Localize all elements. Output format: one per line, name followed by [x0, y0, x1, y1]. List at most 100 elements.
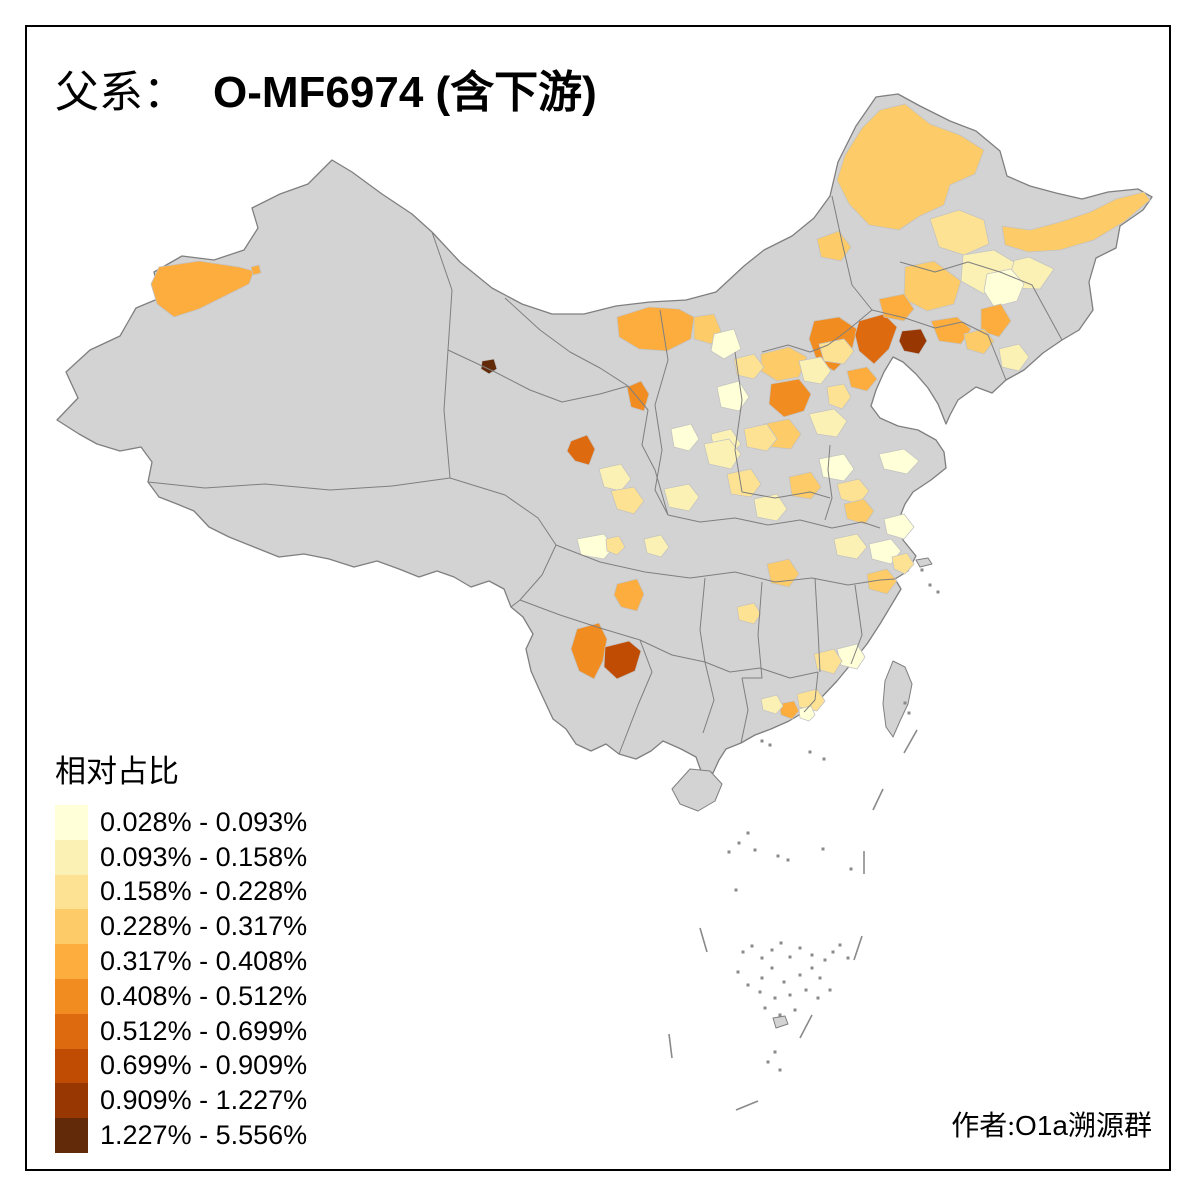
legend-range-label: 0.909% - 1.227%	[100, 1085, 308, 1116]
page-title: 父系： O-MF6974 (含下游)	[55, 56, 597, 120]
island-dot	[822, 757, 826, 761]
map-region-patch-class-4	[836, 103, 985, 231]
island-dot	[734, 888, 738, 892]
island-dot	[778, 1013, 782, 1017]
legend-row: 1.227% - 5.556%	[55, 1118, 307, 1153]
province-border	[814, 577, 821, 673]
map-region-patch-class-8	[603, 640, 642, 680]
province-border	[519, 599, 819, 679]
province-border	[741, 491, 831, 499]
island-dot	[727, 850, 731, 854]
map-region-patch-class-3	[796, 688, 826, 712]
island-dot	[849, 867, 853, 871]
province-border	[850, 584, 863, 665]
island-dot	[786, 858, 790, 862]
island-dot	[804, 988, 808, 992]
island-dot	[810, 953, 814, 957]
island-dot	[928, 583, 932, 587]
island-dot	[750, 944, 754, 948]
china-mainland	[56, 93, 1153, 774]
island-dash-line	[699, 927, 708, 953]
map-region-patch-class-1	[983, 268, 1025, 308]
province-border	[504, 297, 629, 387]
map-region-patch-class-4	[963, 328, 995, 355]
island-dash-line	[668, 1033, 673, 1059]
island-dot	[810, 966, 814, 970]
legend-range-label: 0.158% - 0.228%	[100, 876, 308, 907]
map-region-patch-class-2	[808, 408, 848, 438]
island-dot	[808, 750, 812, 754]
plot-frame	[25, 25, 1171, 1171]
map-legend: 相对占比 0.028% - 0.093% 0.093% - 0.158% 0.1…	[55, 746, 307, 1153]
province-border	[740, 677, 749, 744]
map-region-patch-class-1	[878, 448, 920, 475]
legend-range-label: 0.228% - 0.317%	[100, 911, 308, 942]
province-border	[654, 309, 669, 516]
island-dot	[828, 988, 832, 992]
legend-range-label: 0.699% - 0.909%	[100, 1050, 308, 1081]
attribution-group-zh: 溯源群	[1067, 1111, 1152, 1142]
island-dot	[758, 990, 762, 994]
legend-range-label: 0.093% - 0.158%	[100, 841, 308, 872]
legend-color-swatch	[55, 909, 88, 945]
map-region-patch-class-5	[980, 303, 1012, 338]
province-border	[667, 514, 881, 529]
island-dot	[798, 973, 802, 977]
island-dot	[903, 701, 907, 705]
island-dot	[746, 831, 750, 835]
island-dot	[766, 1060, 770, 1064]
legend-row: 0.158% - 0.228%	[55, 874, 308, 910]
island-dot	[768, 743, 772, 747]
attribution-author-label: 作者:	[951, 1111, 1016, 1142]
island-dot	[779, 941, 783, 945]
legend-row: 0.228% - 0.317%	[55, 909, 308, 945]
map-region-patch-class-2	[833, 533, 868, 560]
island-dot	[818, 976, 822, 980]
province-border	[627, 385, 669, 516]
island-dot	[776, 854, 780, 858]
legend-color-swatch	[55, 1118, 88, 1153]
island-dot	[746, 983, 750, 987]
island	[915, 557, 933, 568]
map-region-patch-class-2	[798, 356, 832, 385]
map-region-patch-class-1	[576, 533, 615, 560]
legend-row: 0.317% - 0.408%	[55, 944, 307, 979]
island-dot	[737, 841, 741, 845]
legend-row: 0.909% - 1.227%	[55, 1083, 308, 1119]
island-dot	[936, 590, 940, 594]
island-dot	[846, 956, 850, 960]
map-region-patch-class-1	[670, 423, 700, 452]
map-region-patch-class-1	[818, 453, 855, 482]
map-region-patch-class-5	[778, 700, 800, 720]
legend-color-swatch	[55, 1048, 88, 1084]
map-region-patch-class-2	[760, 694, 784, 715]
island-dot	[770, 948, 774, 952]
map-region-patch-class-3	[929, 209, 990, 256]
island-dot	[760, 739, 764, 743]
province-border	[699, 577, 706, 663]
island	[671, 768, 723, 812]
legend-row: 0.408% - 0.512%	[55, 978, 307, 1014]
map-region-patch-class-2	[598, 463, 632, 492]
island-dot	[798, 946, 802, 950]
island-dot	[838, 943, 842, 947]
legend-color-swatch	[55, 978, 88, 1014]
map-region-patch-class-6	[570, 622, 608, 680]
legend-range-label: 0.028% - 0.093%	[100, 806, 308, 837]
map-region-patch-class-5	[846, 366, 878, 392]
map-region-patch-class-3	[826, 383, 852, 410]
map-region-patch-class-2	[643, 534, 670, 558]
island	[772, 1015, 789, 1029]
province-border	[824, 444, 833, 521]
island-dot	[793, 1008, 797, 1012]
island-dash-line	[735, 1100, 759, 1111]
legend-color-swatch	[55, 839, 88, 875]
province-border	[147, 477, 451, 491]
title-downstream-label: 含下游	[450, 68, 583, 117]
map-region-patch-class-4	[788, 471, 822, 500]
island-dot	[907, 711, 911, 715]
island-dot	[782, 980, 786, 984]
island-dot	[760, 976, 764, 980]
island-dash-line	[872, 788, 884, 811]
map-region-patch-class-3	[605, 535, 626, 556]
